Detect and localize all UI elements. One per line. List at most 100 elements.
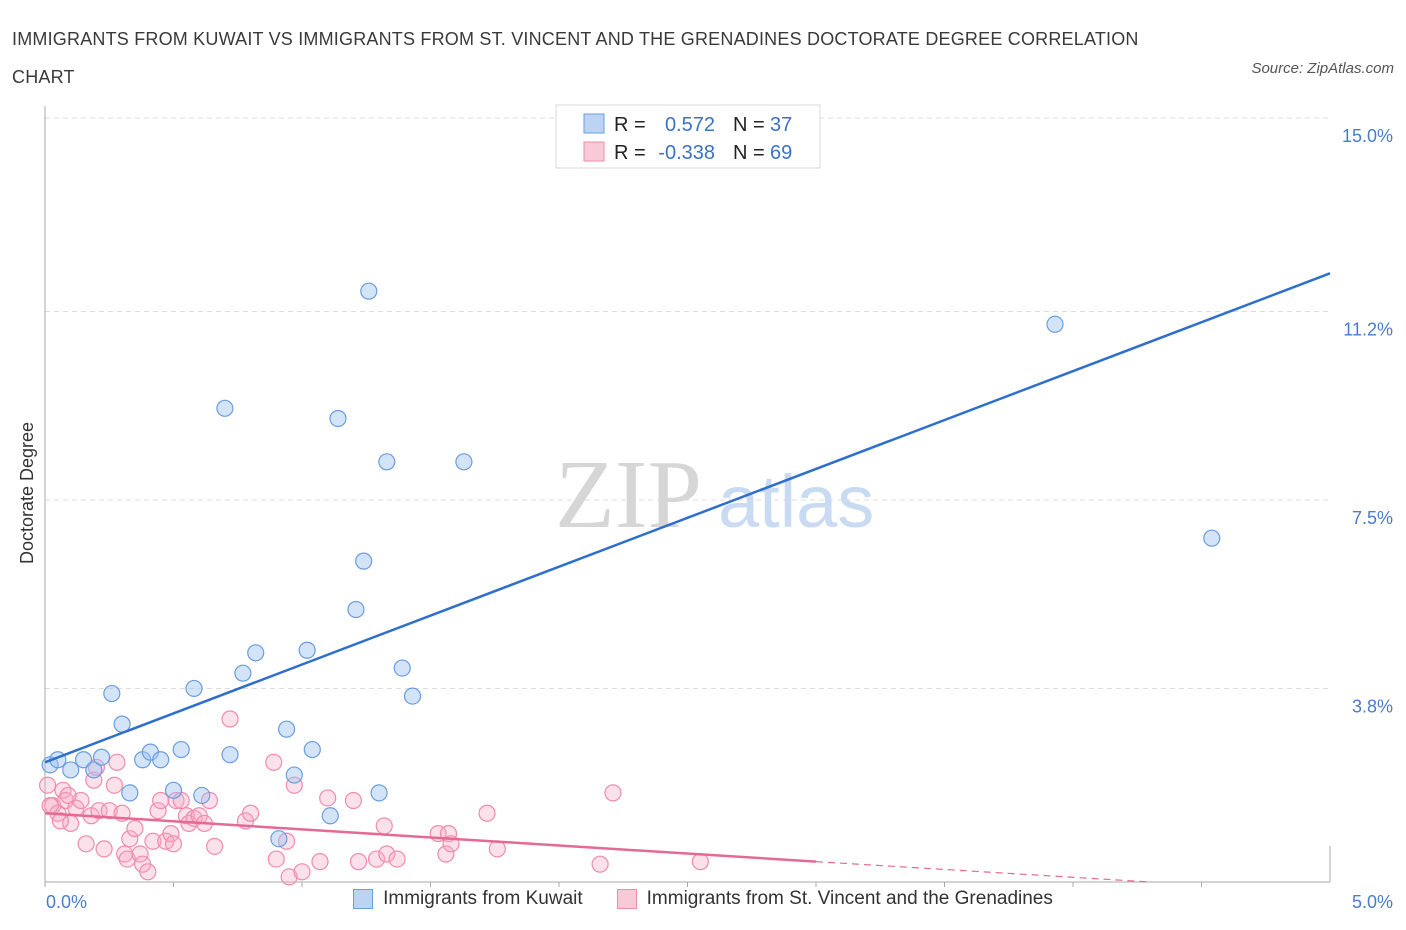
st-vincent-point-52 (349, 853, 368, 871)
kuwait-point-32 (393, 659, 411, 677)
kuwait-point-36 (1203, 529, 1221, 547)
stats-legend: R = 0.572 N = 37 R = -0.338 N = 69 (555, 104, 821, 169)
series-kuwait-points (41, 282, 1221, 848)
kuwait-trend-line (44, 272, 1331, 764)
legend-item-kuwait: Immigrants from Kuwait (353, 888, 583, 910)
st-vincent-point-63 (591, 855, 609, 873)
st-vincent-point-25 (144, 832, 162, 850)
st-vincent-point-53 (367, 850, 386, 868)
st-vincent-point-46 (280, 868, 298, 886)
st-vincent-point-51 (344, 791, 362, 810)
series-legend: Immigrants from Kuwait Immigrants from S… (0, 888, 1406, 910)
st-vincent-point-40 (221, 710, 239, 728)
kuwait-point-35 (1046, 315, 1064, 333)
legend-item-st-vincent: Immigrants from St. Vincent and the Gren… (616, 888, 1053, 910)
kuwait-point-22 (285, 766, 303, 784)
legend-svg-n-value: 69 (770, 142, 792, 164)
st-vincent-point-65 (691, 853, 709, 871)
legend-kuwait-r-label: R = (614, 114, 646, 136)
st-vincent-trend-line (44, 811, 817, 863)
kuwait-point-12 (164, 781, 183, 799)
st-vincent-point-48 (293, 863, 311, 881)
kuwait-point-29 (360, 282, 378, 300)
st-vincent-point-22 (131, 845, 149, 863)
st-vincent-point-44 (267, 850, 285, 868)
kuwait-point-6 (103, 684, 121, 703)
st-vincent-point-19 (118, 850, 136, 868)
st-vincent-point-58 (437, 845, 455, 863)
st-vincent-point-16 (108, 753, 126, 771)
legend-svg-swatch (583, 141, 605, 162)
gridlines (45, 117, 1330, 689)
source-label: Source: ZipAtlas.com (1251, 60, 1394, 77)
kuwait-point-25 (321, 807, 339, 825)
st-vincent-point-8 (77, 835, 95, 853)
st-vincent-point-50 (319, 789, 337, 807)
st-vincent-point-43 (265, 753, 283, 771)
kuwait-point-21 (277, 720, 296, 738)
chart-title: IMMIGRANTS FROM KUWAIT VS IMMIGRANTS FRO… (12, 29, 1139, 87)
kuwait-point-20 (270, 830, 288, 848)
kuwait-point-23 (298, 641, 316, 659)
kuwait-point-13 (172, 740, 190, 759)
axes (44, 106, 1331, 887)
st-vincent-point-10 (85, 771, 103, 789)
kuwait-point-19 (247, 644, 265, 662)
legend-svg-n-label: N = (733, 142, 765, 164)
watermark-atlas: atlas (718, 460, 874, 543)
kuwait-point-28 (355, 552, 373, 570)
x-tick-label-0: 0.0% (46, 892, 87, 912)
legend-st-vincent-label: Immigrants from St. Vincent and the Gren… (646, 888, 1053, 909)
st-vincent-point-24 (139, 863, 157, 881)
st-vincent-point-30 (164, 835, 183, 853)
st-vincent-point-39 (206, 837, 224, 855)
st-vincent-point-20 (121, 830, 139, 848)
kuwait-point-30 (370, 784, 388, 802)
kuwait-point-5 (92, 748, 111, 766)
st-vincent-trend-extension (815, 861, 1151, 883)
kuwait-point-15 (193, 786, 211, 805)
st-vincent-point-29 (162, 825, 180, 843)
y-tick-label-0: 3.8% (1352, 696, 1393, 716)
st-vincent-point-15 (105, 776, 123, 794)
kuwait-point-17 (221, 746, 239, 764)
st-vincent-point-56 (388, 850, 406, 868)
kuwait-point-4 (85, 761, 103, 779)
st-vincent-point-49 (311, 853, 329, 871)
st-vincent-point-61 (478, 804, 496, 822)
trend-lines (44, 272, 1331, 883)
st-vincent-point-3 (54, 781, 72, 799)
legend-svg-r-value: -0.338 (658, 142, 715, 164)
kuwait-point-2 (62, 761, 80, 779)
watermark-zip: ZIP (555, 441, 702, 549)
kuwait-point-31 (378, 453, 396, 471)
st-vincent-point-68 (59, 786, 77, 805)
kuwait-point-18 (234, 664, 252, 682)
y-axis-label: Doctorate Degree (17, 422, 37, 564)
st-vincent-point-67 (51, 812, 70, 830)
legend-st-vincent-marker (616, 889, 637, 909)
st-vincent-point-66 (41, 796, 59, 815)
y-tick-label-1: 7.5% (1352, 508, 1393, 528)
kuwait-point-24 (303, 740, 321, 759)
legend-svg-r-label: R = (614, 142, 646, 164)
kuwait-point-3 (74, 751, 93, 769)
st-vincent-point-21 (126, 819, 144, 838)
legend-kuwait-n-label: N = (733, 114, 765, 136)
st-vincent-point-31 (167, 791, 185, 810)
legend-kuwait-n-value: 37 (770, 114, 792, 136)
st-vincent-point-64 (604, 784, 622, 802)
kuwait-point-16 (216, 399, 234, 417)
legend-kuwait-label: Immigrants from Kuwait (383, 888, 583, 909)
st-vincent-point-55 (378, 845, 396, 863)
kuwait-point-34 (455, 453, 473, 471)
st-vincent-point-47 (285, 776, 303, 794)
st-vincent-point-54 (375, 817, 393, 835)
kuwait-point-26 (329, 409, 347, 428)
x-tick-label-1: 5.0% (1352, 892, 1393, 912)
y-tick-label-3: 15.0% (1342, 126, 1393, 146)
legend-kuwait-marker (353, 889, 374, 909)
st-vincent-point-42 (242, 804, 260, 822)
tick-labels: 3.8% 7.5% 11.2% 15.0% 0.0% 5.0% (46, 126, 1393, 912)
